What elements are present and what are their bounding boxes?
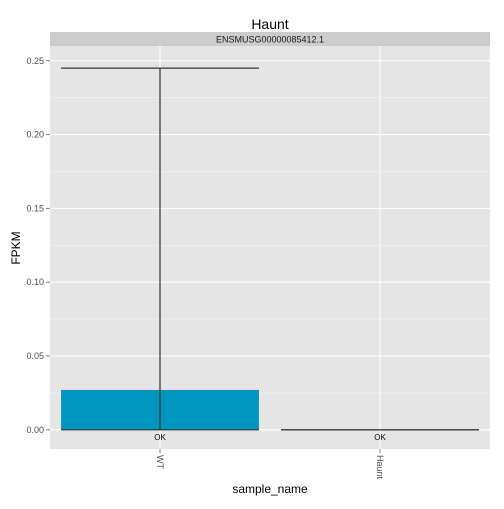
- plot-panel: [50, 46, 490, 449]
- status-label: OK: [154, 433, 166, 442]
- x-axis: WT Haunt: [155, 449, 385, 480]
- y-tick-label: 0.15: [26, 203, 44, 213]
- y-axis-title: FPKM: [9, 231, 23, 264]
- y-tick-label: 0.25: [26, 56, 44, 66]
- facet-strip: [50, 32, 490, 46]
- y-tick-label: 0.10: [26, 277, 44, 287]
- status-label: OK: [374, 433, 386, 442]
- y-tick-label: 0.20: [26, 130, 44, 140]
- data-marks: OK OK: [61, 67, 479, 442]
- x-tick-label: Haunt: [375, 455, 385, 480]
- facet-strip-label: ENSMUSG00000085412.1: [216, 35, 324, 45]
- y-tick-label: 0.05: [26, 351, 44, 361]
- y-axis: 0.00 0.05 0.10 0.15 0.20 0.25: [26, 56, 50, 435]
- y-tick-label: 0.00: [26, 425, 44, 435]
- x-tick-label: WT: [155, 455, 165, 469]
- x-axis-title: sample_name: [232, 482, 308, 496]
- chart-title: Haunt: [251, 16, 288, 32]
- error-bar-wt: [61, 67, 259, 431]
